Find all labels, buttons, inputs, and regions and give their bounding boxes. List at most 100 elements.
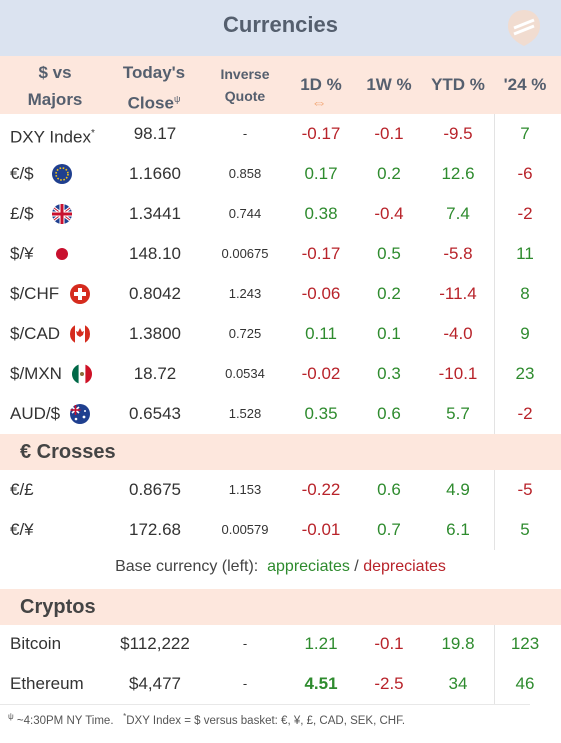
close-value: $112,222 [120,634,190,653]
change-ytd: -11.4 [439,284,477,303]
inverse-quote: 0.00579 [221,522,269,537]
japan-flag-icon [52,244,72,264]
table-row: €/$ 1.1660 0.858 0.17 0.2 12.6 -6 [0,154,561,194]
change-1w: -0.4 [374,204,404,223]
change-2024: 7 [520,124,530,143]
inverse-quote: - [242,636,248,651]
header-2024: '24 % [503,75,547,94]
inverse-quote: - [242,676,248,691]
change-1d: 0.35 [304,404,338,423]
change-2024: -5 [517,480,533,499]
crosses-section-header: € Crosses [0,434,561,470]
footnote: ψ ~4:30PM NY Time. *DXY Index = $ versus… [8,712,406,727]
footer-divider [0,704,530,705]
pair-label: AUD/$ [10,404,61,423]
table-header [0,56,561,114]
change-ytd: 5.7 [446,404,470,423]
table-row: £/$ 1.3441 0.744 0.38 -0.4 7.4 -2 [0,194,561,234]
change-1d: 1.21 [304,634,338,653]
change-ytd: -9.5 [443,124,473,143]
change-1w: -0.1 [374,124,404,143]
inverse-quote: 0.0534 [225,366,265,381]
header-1w: 1W % [366,75,412,94]
close-value: 1.3441 [129,204,181,223]
change-1w: -2.5 [374,674,404,693]
pair-label: €/£ [10,480,34,499]
close-value: 172.68 [129,520,181,539]
table-row: €/£ 0.8675 1.153 -0.22 0.6 4.9 -5 [0,470,561,510]
change-2024: 123 [510,634,540,653]
change-ytd: 12.6 [441,164,475,183]
change-2024: 9 [520,324,530,343]
change-1d: 0.17 [304,164,338,183]
close-value: 1.3800 [129,324,181,343]
title-bar [0,0,561,56]
change-1d: -0.06 [301,284,341,303]
change-1d: -0.17 [301,124,341,143]
inverse-quote: 1.153 [228,482,262,497]
pair-label: £/$ [10,204,34,223]
close-value: 1.1660 [129,164,181,183]
pair-label: $/CAD [10,324,61,343]
close-value: 0.8675 [129,480,181,499]
logo-icon [508,10,540,46]
change-ytd: 7.4 [446,204,470,223]
table-row: DXY Index* 98.17 - -0.17 -0.1 -9.5 7 [0,114,561,154]
change-1w: 0.6 [377,404,401,423]
pair-label: $/MXN [10,364,62,383]
legend: Base currency (left): appreciates / depr… [115,558,446,575]
change-ytd: 6.1 [446,520,470,539]
change-1w: 0.2 [377,164,401,183]
swiss-flag-icon [70,284,90,304]
pair-label: €/¥ [10,520,34,539]
change-1w: 0.3 [377,364,401,383]
header-inverse: Inverse Quote [220,66,270,104]
change-1d: 4.51 [304,674,338,693]
change-2024: 46 [515,674,535,693]
pair-label: $/¥ [10,244,34,263]
change-1w: 0.6 [377,480,401,499]
inverse-quote: 1.528 [228,406,262,421]
change-1d: 0.38 [304,204,338,223]
change-2024: 23 [515,364,535,383]
table-row: Bitcoin $112,222 - 1.21 -0.1 19.8 123 [0,624,561,664]
change-ytd: 19.8 [441,634,475,653]
table-row: $/CAD 1.3800 0.725 0.11 0.1 -4.0 9 [0,314,561,354]
inverse-quote: 0.725 [228,326,262,341]
close-value: $4,477 [129,674,181,693]
change-1d: 0.11 [305,324,337,343]
australia-flag-icon [70,404,90,424]
pair-label: Bitcoin [10,634,62,653]
column-divider [494,470,495,550]
table-row: AUD/$ 0.6543 1.528 0.35 0.6 5.7 -2 [0,394,561,434]
change-1w: 0.1 [377,324,401,343]
change-ytd: -5.8 [443,244,473,263]
column-divider [494,624,495,704]
change-ytd: 4.9 [446,480,470,499]
change-1d: -0.01 [301,520,341,539]
inverse-quote: - [242,126,248,141]
change-2024: -2 [517,404,533,423]
change-2024: 5 [520,520,530,539]
change-1w: 0.5 [377,244,401,263]
change-1w: -0.1 [374,634,404,653]
close-value: 18.72 [133,364,177,383]
close-value: 148.10 [129,244,181,263]
table-row: $/CHF 0.8042 1.243 -0.06 0.2 -11.4 8 [0,274,561,314]
change-ytd: -4.0 [443,324,473,343]
table-row: €/¥ 172.68 0.00579 -0.01 0.7 6.1 5 [0,510,561,550]
canada-flag-icon [70,324,90,344]
close-value: 98.17 [133,124,177,143]
inverse-quote: 0.744 [228,206,262,221]
change-ytd: 34 [448,674,468,693]
pair-label: $/CHF [10,284,60,303]
header-1d[interactable]: 1D % [300,75,342,94]
column-divider [494,114,495,434]
header-ytd: YTD % [431,75,485,94]
table-row: Ethereum $4,477 - 4.51 -2.5 34 46 [0,664,561,704]
pair-label: DXY Index* [10,127,95,147]
sort-arrows-icon[interactable]: ⇔ [311,95,327,112]
change-2024: 11 [516,244,534,263]
uk-flag-icon [52,204,72,224]
change-1w: 0.2 [377,284,401,303]
